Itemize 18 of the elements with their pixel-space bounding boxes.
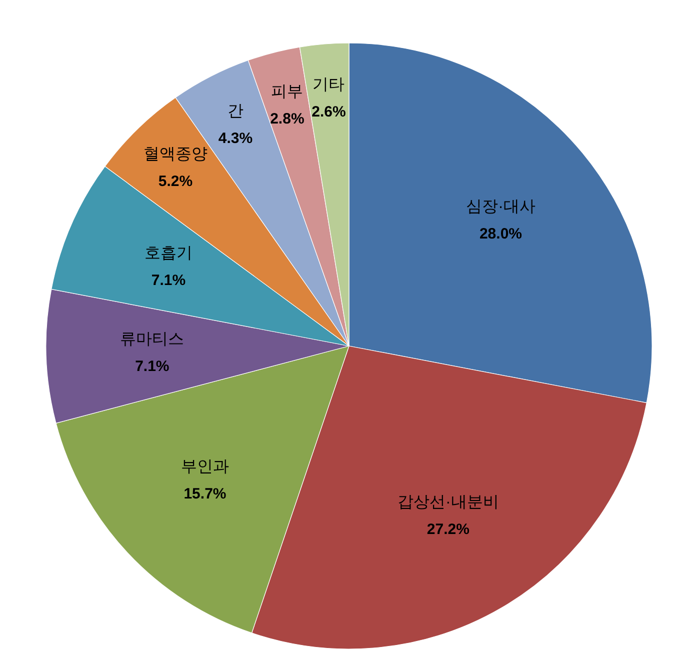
- slice-label: 간: [228, 102, 244, 120]
- data-label: 2.8%: [270, 110, 304, 128]
- data-label: 7.1%: [151, 272, 186, 290]
- data-label: 5.2%: [158, 173, 193, 190]
- data-label: 4.3%: [218, 130, 253, 147]
- slice-label: 피부: [271, 83, 304, 100]
- data-label: 27.2%: [426, 521, 470, 538]
- slice-label: 류마티스: [120, 330, 184, 348]
- slice-label: 부인과: [181, 458, 230, 476]
- slice-label: 혈액종양: [144, 146, 208, 164]
- data-label: 7.1%: [135, 358, 170, 375]
- slice-label: 갑상선·내분비: [398, 494, 499, 512]
- slice-label: 기타: [312, 76, 345, 94]
- data-label: 28.0%: [479, 225, 522, 242]
- data-label: 2.6%: [312, 103, 346, 120]
- slice-label: 호흡기: [144, 245, 192, 262]
- data-label: 15.7%: [184, 485, 226, 502]
- slice-label: 심장·대사: [466, 198, 536, 216]
